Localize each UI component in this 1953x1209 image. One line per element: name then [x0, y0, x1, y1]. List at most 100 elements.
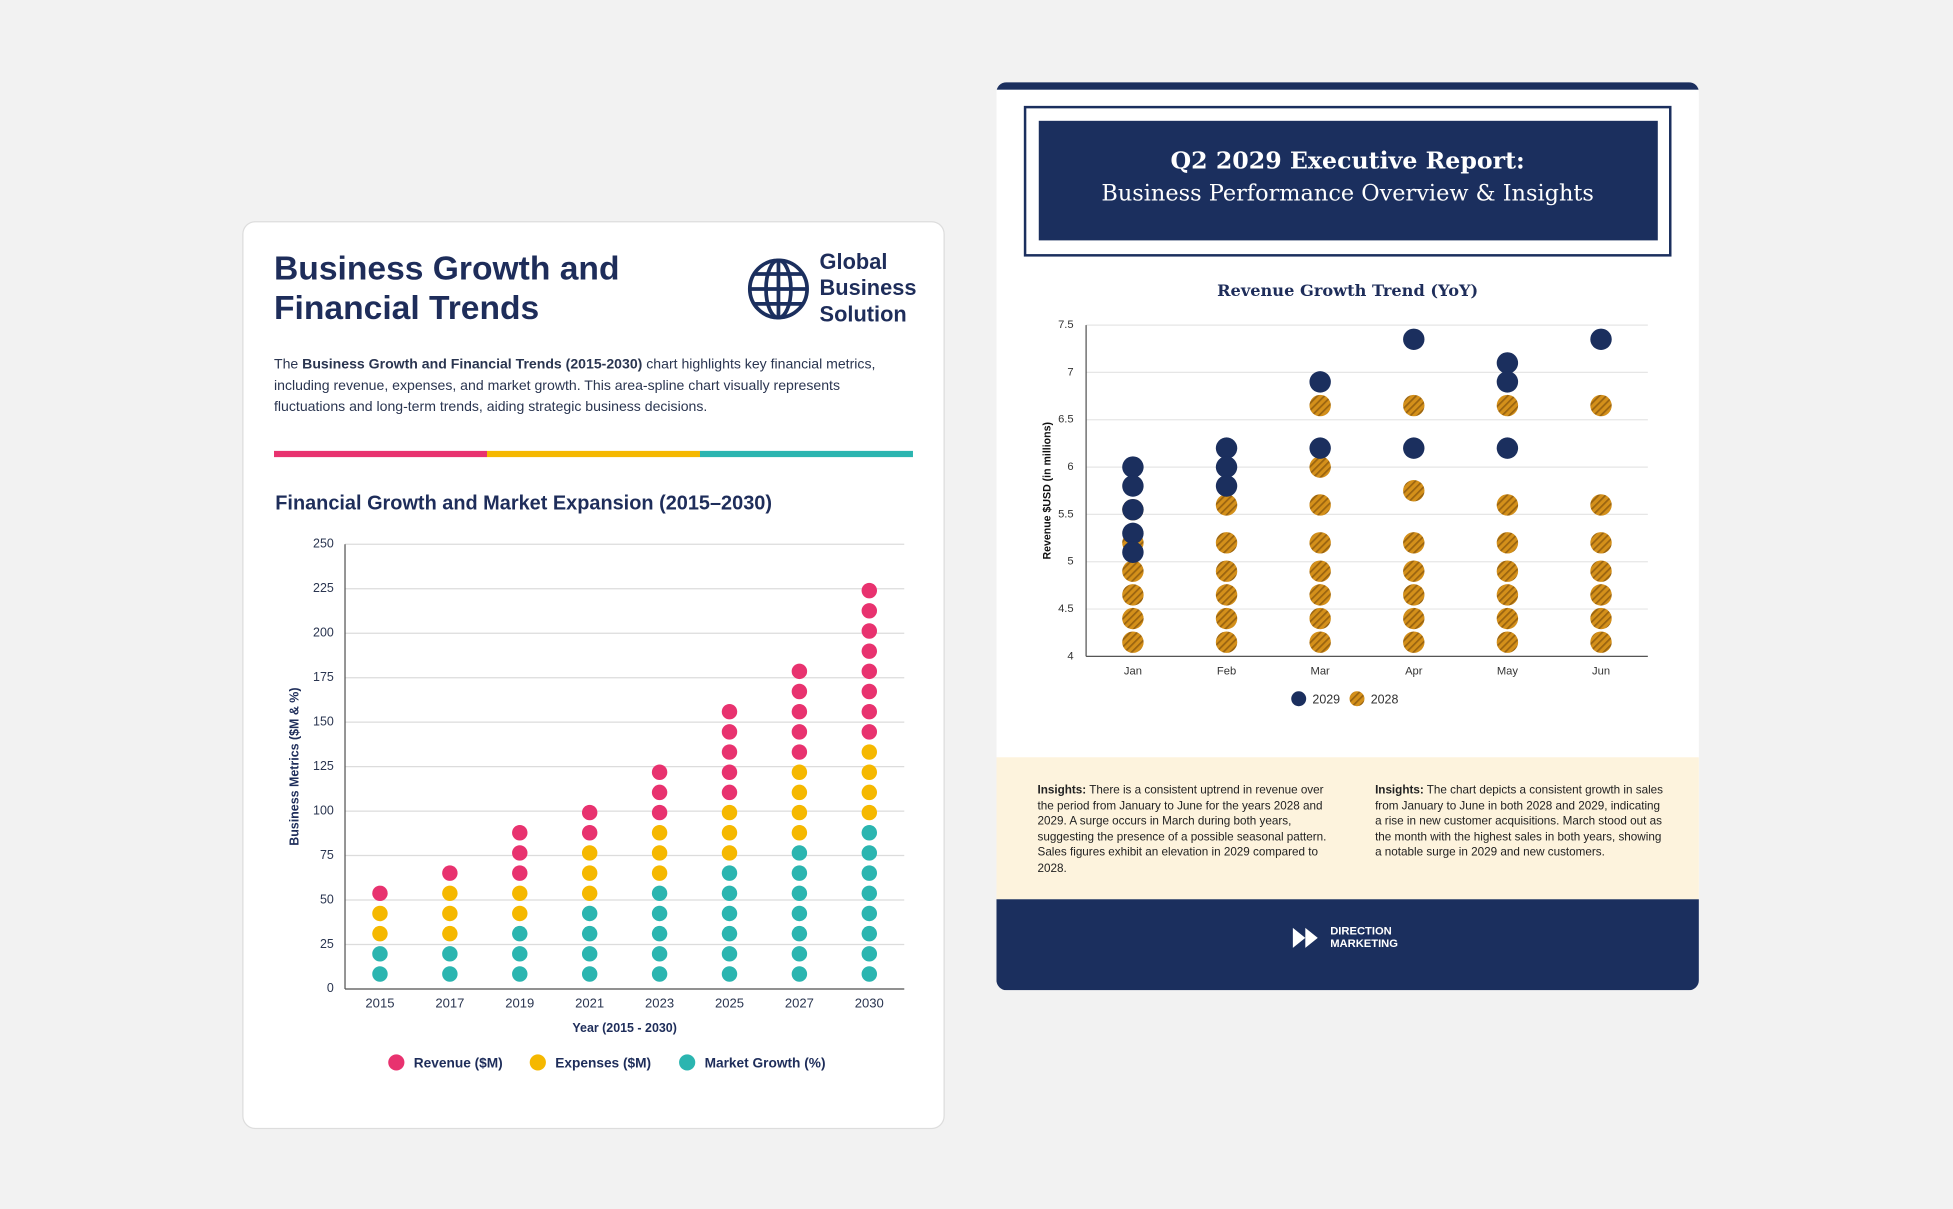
dot [651, 905, 668, 922]
y-tick-label: 125 [313, 759, 334, 773]
dot [1496, 584, 1519, 606]
dot [721, 946, 738, 962]
dot [1496, 371, 1519, 393]
dot [791, 663, 808, 680]
dot [1215, 560, 1238, 582]
x-tick-label: 2015 [365, 995, 394, 1010]
dot [861, 925, 878, 942]
y-tick-label: 250 [313, 537, 334, 551]
dot [581, 966, 598, 982]
dot [721, 744, 738, 760]
dot [1403, 631, 1425, 653]
dot [512, 946, 528, 962]
dot [1590, 584, 1612, 606]
text: chart highlights key financial metrics, … [274, 357, 876, 415]
dot [861, 845, 878, 861]
dot [1403, 532, 1425, 554]
x-tick-label: May [1497, 665, 1519, 677]
dot [1590, 328, 1612, 350]
dot [861, 683, 878, 700]
dot [861, 804, 878, 821]
dot [1590, 631, 1612, 653]
dot [861, 703, 878, 720]
dot [442, 905, 458, 922]
dot [791, 946, 808, 962]
dot [861, 764, 878, 780]
x-tick-label: Jun [1592, 665, 1610, 677]
dot [1590, 532, 1612, 554]
dot [861, 744, 878, 760]
dot [1496, 631, 1519, 653]
dot [372, 925, 388, 942]
dot [721, 724, 738, 740]
dot [721, 885, 738, 902]
color-bar [699, 450, 913, 458]
footer-logo: MARKETING [1330, 938, 1398, 950]
dot [861, 784, 878, 801]
dot [721, 784, 738, 801]
dot [791, 865, 808, 881]
dot [721, 845, 738, 861]
dot [791, 925, 808, 942]
dot [791, 825, 808, 841]
dot [721, 905, 738, 922]
dot [651, 925, 668, 942]
y-tick-label: 6.5 [1058, 414, 1074, 426]
x-tick-label: 2025 [715, 995, 744, 1010]
dot [861, 663, 878, 680]
dot [721, 804, 738, 821]
dot [372, 946, 388, 962]
dot [1215, 584, 1238, 606]
dot [442, 925, 458, 942]
dot [1122, 475, 1144, 497]
dot [791, 724, 808, 740]
dot [791, 744, 808, 760]
dot [651, 804, 668, 821]
dot [721, 925, 738, 942]
dot [581, 885, 598, 902]
text: The chart depicts a consistent growth in… [1375, 782, 1664, 859]
dot [1403, 584, 1425, 606]
dot [1122, 522, 1144, 545]
legend-label: 2029 [1312, 692, 1340, 706]
dot [1309, 371, 1331, 393]
dot [1496, 352, 1519, 374]
legend-label: Expenses ($M) [555, 1055, 651, 1070]
dot [512, 925, 528, 942]
report-title: Q2 2029 Executive Report: [1171, 146, 1525, 174]
dot [791, 905, 808, 922]
text: The [274, 357, 303, 373]
y-tick-label: 50 [320, 892, 334, 906]
insight: Insights: There is a consistent uptrend … [1038, 782, 1327, 876]
x-tick-label: Mar [1311, 665, 1331, 677]
dot [1122, 560, 1144, 582]
dot [651, 966, 668, 982]
dot [512, 885, 528, 902]
dot [581, 845, 598, 861]
dot [581, 905, 598, 922]
dot [1122, 584, 1144, 606]
text: Business Growth and Financial Trends (20… [302, 357, 643, 373]
y-tick-label: 7.5 [1058, 319, 1074, 331]
dot [1496, 437, 1519, 459]
y-tick-label: 150 [313, 714, 334, 728]
dot [791, 845, 808, 861]
dot [1309, 560, 1331, 582]
dot [651, 865, 668, 881]
globe-icon [747, 258, 809, 320]
chart-title: Financial Growth and Market Expansion (2… [275, 493, 772, 515]
dot [861, 885, 878, 902]
dot [581, 865, 598, 881]
y-tick-label: 5.5 [1058, 508, 1074, 520]
legend-marker [1349, 691, 1365, 707]
dot [1496, 560, 1519, 582]
dot [1590, 607, 1612, 630]
dot [1215, 456, 1238, 478]
dot [1309, 394, 1331, 417]
report-subtitle: Business Performance Overview & Insights [1101, 180, 1594, 206]
y-tick-label: 225 [313, 581, 334, 595]
x-tick-label: Apr [1405, 665, 1423, 677]
insight: Insights: The chart depicts a consistent… [1375, 782, 1664, 860]
